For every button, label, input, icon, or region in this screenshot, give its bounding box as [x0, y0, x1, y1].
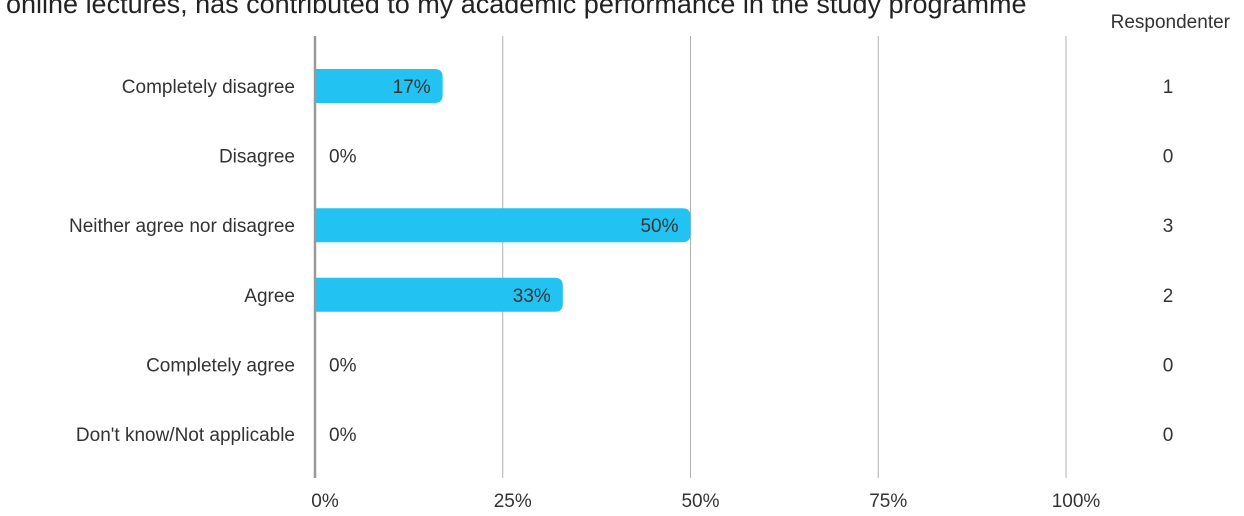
data-label-3: 33% [513, 286, 551, 307]
category-label-2: Neither agree nor disagree [69, 216, 295, 237]
category-label-4: Completely agree [146, 355, 295, 376]
x-tick-label-1: 25% [494, 491, 532, 512]
bar-3 [315, 277, 563, 312]
data-label-4: 0% [329, 355, 357, 376]
respondent-count-5: 0 [1163, 425, 1174, 446]
category-label-1: Disagree [219, 147, 295, 168]
x-tick-label-2: 50% [681, 491, 719, 512]
bar-0 [315, 69, 443, 103]
respondent-count-2: 3 [1163, 216, 1174, 237]
data-label-0: 17% [393, 77, 431, 98]
respondent-count-0: 1 [1163, 77, 1174, 98]
data-label-1: 0% [329, 147, 357, 168]
category-label-0: Completely disagree [122, 77, 295, 98]
respondents-header: Respondenter [1110, 12, 1230, 33]
respondent-count-4: 0 [1163, 355, 1174, 376]
bar-2 [315, 208, 691, 243]
x-tick-label-4: 100% [1052, 491, 1101, 512]
data-label-2: 50% [640, 216, 678, 237]
respondent-count-3: 2 [1163, 286, 1174, 307]
category-label-3: Agree [244, 286, 295, 307]
chart-title: online lectures, has contributed to my a… [6, 0, 1027, 19]
x-tick-label-0: 0% [311, 491, 339, 512]
respondent-count-1: 0 [1163, 147, 1174, 168]
category-label-5: Don't know/Not applicable [76, 425, 295, 446]
data-label-5: 0% [329, 425, 357, 446]
x-tick-label-3: 75% [869, 491, 907, 512]
